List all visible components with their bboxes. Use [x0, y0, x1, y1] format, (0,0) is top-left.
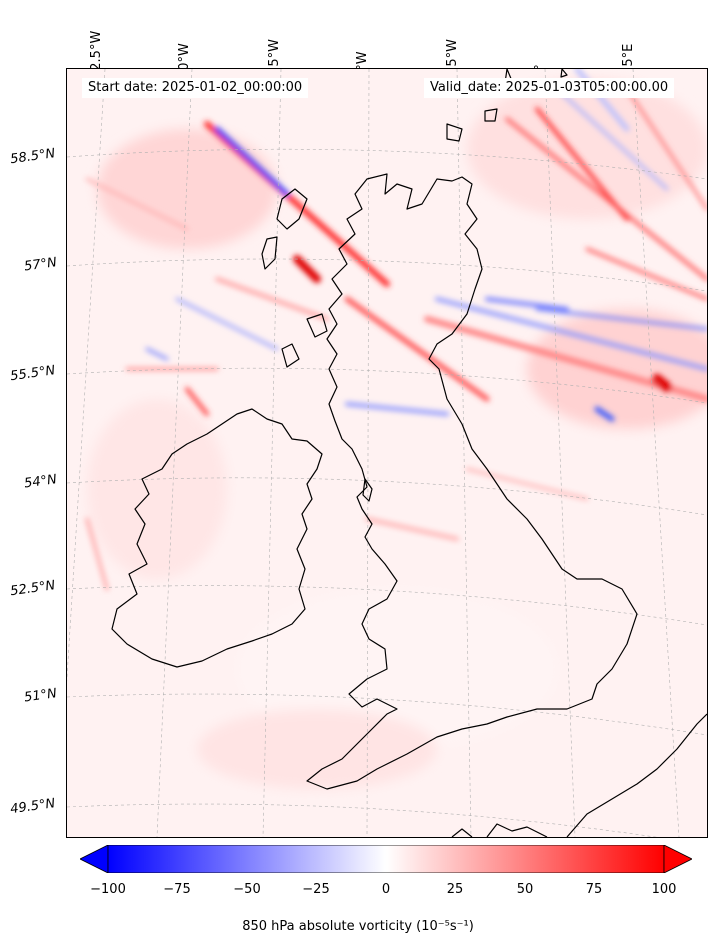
- colorbar-tick: 0: [381, 882, 391, 897]
- start-date-label: Start date: 2025-01-02_00:00:00: [82, 78, 309, 98]
- colorbar-tick: −100: [90, 882, 126, 897]
- coastlines: [111, 69, 707, 837]
- vorticity-field: [87, 79, 707, 789]
- colorbar-label: 850 hPa absolute vorticity (10⁻⁵s⁻¹): [242, 919, 474, 934]
- colorbar-extend-max: [663, 845, 692, 873]
- colorbar-tick: −75: [163, 882, 191, 897]
- colorbar-tick: −25: [302, 882, 330, 897]
- lat-label-52.5n: 52.5°N: [9, 578, 57, 600]
- colorbar-gradient: [107, 845, 665, 873]
- lat-label-49.5n: 49.5°N: [9, 796, 57, 818]
- lat-label-57n: 57°N: [23, 255, 58, 275]
- map-panel[interactable]: [66, 68, 708, 838]
- lat-label-54n: 54°N: [23, 472, 58, 492]
- lat-label-55.5n: 55.5°N: [9, 363, 57, 385]
- valid-date-label: Valid_date: 2025-01-03T05:00:00.00: [424, 78, 675, 98]
- colorbar-extend-min: [80, 845, 109, 873]
- colorbar-tick: −50: [233, 882, 261, 897]
- lat-label-58.5n: 58.5°N: [9, 146, 57, 168]
- colorbar-tick: 50: [516, 882, 534, 897]
- colorbar: [80, 845, 692, 873]
- vorticity-map: [67, 69, 707, 837]
- colorbar-tick: 25: [446, 882, 464, 897]
- colorbar-tick: 100: [651, 882, 677, 897]
- colorbar-tick: 75: [585, 882, 603, 897]
- lat-label-51n: 51°N: [23, 686, 58, 706]
